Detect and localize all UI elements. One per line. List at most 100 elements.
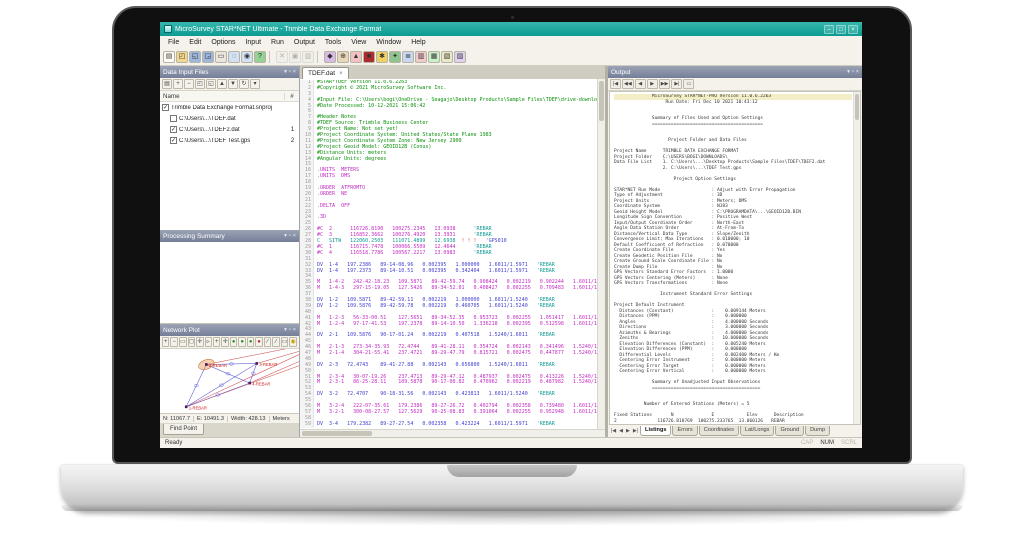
move-up-icon[interactable]: ▲ xyxy=(217,79,227,89)
run-adjustment-icon[interactable]: ▲ xyxy=(350,51,362,63)
menu-run[interactable]: Run xyxy=(271,39,284,46)
prev-page-icon[interactable]: ◀ xyxy=(634,79,646,89)
code-line[interactable]: 53 xyxy=(300,385,597,393)
code-line[interactable]: 11 #Project Coordinate System Zone: New J… xyxy=(300,138,597,145)
move-down-icon[interactable]: ▼ xyxy=(228,79,238,89)
code-line[interactable]: 7 #Header Notes xyxy=(300,114,597,122)
code-line[interactable]: 57 M 3-2-1 300-08-27.57 127.5629 90-25-08… xyxy=(300,409,597,416)
new-icon[interactable]: ▤ xyxy=(162,79,172,89)
tab-scroll-icon[interactable]: ◀ xyxy=(619,428,624,434)
folder-icon[interactable]: ◱ xyxy=(206,79,216,89)
station-marker[interactable] xyxy=(184,405,188,409)
copy-icon[interactable]: ▣ xyxy=(289,51,301,63)
file-list-column-header[interactable]: Name # xyxy=(160,91,299,102)
code-line[interactable]: 17 .UNITS DMS xyxy=(300,173,597,181)
network-plot-canvas[interactable]: 1-REBAR 2-REBAR 3-REBAR 4-REBAR xyxy=(160,343,312,413)
code-line[interactable]: 10 #Project Coordinate System: United Sta… xyxy=(300,132,597,139)
listing-icon[interactable]: ≣ xyxy=(402,51,414,63)
panel-controls[interactable]: ▾ ▫ × xyxy=(284,69,296,75)
code-line[interactable]: 52 M 2-3-1 86-25-28.11 109.5878 90-17-00.… xyxy=(300,379,597,387)
cut-icon[interactable]: ✕ xyxy=(276,51,288,63)
pan-icon[interactable]: ✛ xyxy=(196,337,204,347)
code-line[interactable]: 24.3D xyxy=(300,215,597,222)
coordinates-icon[interactable]: ▦ xyxy=(428,51,440,63)
code-line[interactable]: 55 xyxy=(300,397,597,404)
code-line[interactable]: 56 M 3-2-4 222-07-35.61 179.2386 89-27-26… xyxy=(300,403,597,410)
stop-icon[interactable]: ■ xyxy=(363,51,375,63)
survey-network-plot[interactable]: 1-REBAR 2-REBAR 3-REBAR 4-REBAR xyxy=(160,343,312,413)
editor-horizontal-scrollbar[interactable] xyxy=(300,429,605,437)
code-line[interactable]: 37 xyxy=(300,291,597,298)
panel-menu-icon[interactable]: ▾ xyxy=(284,327,287,333)
input-file-row[interactable]: ✓ C:\Users\...\TDEF Test.gps 2 xyxy=(160,135,299,146)
open-icon[interactable]: ◰ xyxy=(195,79,205,89)
panel-menu-icon[interactable]: ▾ xyxy=(847,69,850,75)
code-line[interactable]: 18 xyxy=(300,179,597,187)
code-line[interactable]: 9 #Project Name: Not set yet! xyxy=(300,126,597,134)
input-file-row[interactable]: ✓ Trimble Data Exchange Format.snproj xyxy=(160,102,299,113)
print-plot-icon[interactable]: ▭ xyxy=(280,337,289,347)
find-icon[interactable]: ◌ xyxy=(228,51,240,63)
code-line[interactable]: 46 M 2-1-3 273-34-35.93 72.4744 89-41-28.… xyxy=(300,344,597,351)
zoom-extents-icon[interactable]: ◻ xyxy=(187,337,196,347)
code-line[interactable]: 26 #C 2 116726.8190 100275.2345 13.0938 '… xyxy=(300,226,597,234)
tab-close-icon[interactable]: × xyxy=(339,70,343,77)
ellipses-toggle-icon[interactable]: ● xyxy=(246,337,255,347)
first-page-icon[interactable]: |◀ xyxy=(610,79,621,89)
output-tab-dump[interactable]: Dump xyxy=(805,426,831,436)
code-line[interactable]: 29 #C 1 116715.7478 100066.5509 12.4644 '… xyxy=(300,244,597,251)
editor-vertical-scrollbar[interactable] xyxy=(597,79,605,429)
instrument-icon[interactable]: ◆ xyxy=(324,51,336,63)
draw-icon[interactable]: ∕ xyxy=(272,337,280,347)
help-icon[interactable]: ? xyxy=(254,51,266,63)
remove-file-icon[interactable]: − xyxy=(184,79,194,89)
code-line[interactable]: 13 #Distance Units: meters xyxy=(300,150,597,157)
panel-close-icon[interactable]: × xyxy=(855,69,859,75)
checkbox-checked[interactable]: ✓ xyxy=(170,126,177,133)
code-line[interactable]: 33 DV 1-4 197.2373 89-14-10.51 0.002395 0… xyxy=(300,268,597,275)
fast-forward-icon[interactable]: ▶▶ xyxy=(658,79,671,89)
checkbox-checked[interactable]: ✓ xyxy=(170,137,177,144)
panel-controls[interactable]: ▾ ▫ × xyxy=(284,233,296,239)
code-line[interactable]: 48 xyxy=(300,356,597,363)
menu-edit[interactable]: Edit xyxy=(189,39,202,46)
traverse-icon[interactable]: ⊕ xyxy=(337,51,349,63)
station-marker[interactable] xyxy=(205,363,208,366)
paste-icon[interactable]: ▥ xyxy=(302,51,314,63)
ground-icon[interactable]: ▧ xyxy=(441,51,453,63)
code-line[interactable]: 8 #TDEF Source: Trimble Business Center xyxy=(300,120,597,128)
code-line[interactable]: 27 #C 3 116852.3662 100276.4920 13.3931 '… xyxy=(300,232,597,240)
code-line[interactable]: 30 #C 4 116518.7786 100567.2217 13.0983 '… xyxy=(300,250,597,257)
output-tab-lat-longs[interactable]: Lat/Longs xyxy=(739,426,775,436)
code-line[interactable]: 59 DV 3-4 179.2382 89-27-27.54 0.002358 0… xyxy=(300,421,597,428)
code-line[interactable]: 34 xyxy=(300,273,597,281)
code-line[interactable]: 19 .ORDER ATFROMTO xyxy=(300,185,597,192)
menu-input[interactable]: Input xyxy=(245,39,262,46)
center-icon[interactable]: + xyxy=(213,337,221,347)
find-point-tab[interactable]: Find Point xyxy=(163,424,205,435)
code-line[interactable]: 20 .ORDER NE xyxy=(300,191,597,198)
minimize-button[interactable]: – xyxy=(824,24,834,34)
panel-pin-icon[interactable]: ▫ xyxy=(288,233,291,239)
add-file-icon[interactable]: + xyxy=(173,79,183,89)
panel-pin-icon[interactable]: ▫ xyxy=(851,69,854,75)
editor-body[interactable]: 1 #STAR*TDEF Version 11.0.6.2263 2 #Copyrig… xyxy=(300,79,605,429)
panel-close-icon[interactable]: × xyxy=(292,69,296,75)
menu-output[interactable]: Output xyxy=(293,39,315,46)
code-line[interactable]: 31 xyxy=(300,256,597,263)
code-line[interactable]: 5 #Date Processed: 10-12-2021 15:06:42 xyxy=(300,103,597,110)
listing-page[interactable]: MicroSurvey STAR*NET-PRO Version 11.0.6.… xyxy=(609,91,861,425)
code-line[interactable]: 51 M 2-3-4 30-07-19.26 237.4713 89-29-47.… xyxy=(300,374,597,381)
more-icon[interactable]: ▾ xyxy=(250,79,260,89)
code-line[interactable]: 15 xyxy=(300,162,597,169)
zoom-window-icon[interactable]: ▭ xyxy=(178,337,187,347)
code-line[interactable]: 39 DV 1-2 109.5876 89-42-59.78 0.002219 0… xyxy=(300,303,597,310)
code-line[interactable]: 47 M 2-1-4 304-21-55.41 237.4721 89-29-47… xyxy=(300,350,597,357)
output-vertical-scrollbar[interactable] xyxy=(853,92,860,424)
error-file-icon[interactable]: ▥ xyxy=(415,51,427,63)
save-all-icon[interactable]: ◲ xyxy=(202,51,214,63)
code-line[interactable]: 54 DV 3-2 72.4707 90-18-31.56 0.002143 0.… xyxy=(300,391,597,399)
tab-scroll-icon[interactable]: |◀ xyxy=(611,428,617,434)
measure-icon[interactable]: ∕ xyxy=(263,337,272,347)
code-line[interactable]: 23 xyxy=(300,209,597,216)
